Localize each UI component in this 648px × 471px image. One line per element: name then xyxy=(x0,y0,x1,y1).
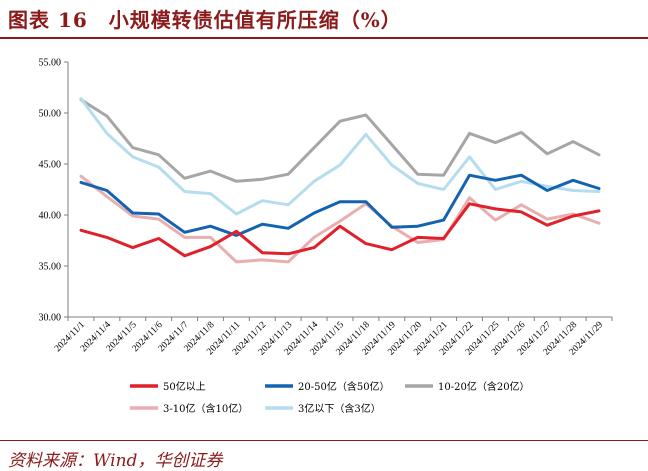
series-line-4 xyxy=(79,97,601,216)
figure-source: 资料来源：Wind，华创证券 xyxy=(8,451,223,471)
figure-title: 图表 16 小规模转债估值有所压缩（%） xyxy=(8,8,402,32)
y-tick-label: 35.00 xyxy=(39,262,62,273)
header-rule xyxy=(0,37,648,39)
legend-label: 50亿以上 xyxy=(163,380,206,393)
series-line-1 xyxy=(79,173,601,237)
legend-label: 3亿以下（含3亿） xyxy=(298,402,381,415)
series-line-0 xyxy=(79,202,601,258)
y-tick-label: 50.00 xyxy=(39,109,62,120)
legend-label: 20-50亿（含50亿） xyxy=(298,380,390,393)
y-tick-label: 45.00 xyxy=(39,160,62,171)
series-line-3 xyxy=(79,174,601,264)
y-tick-label: 40.00 xyxy=(39,211,62,222)
line-chart: 30.0035.0040.0045.0050.0055.002024/11/12… xyxy=(39,58,613,415)
series-line-2 xyxy=(79,98,601,183)
figure-header: 图表 16 小规模转债估值有所压缩（%） xyxy=(0,0,648,40)
y-tick-label: 55.00 xyxy=(39,58,62,69)
legend-label: 3-10亿（含10亿） xyxy=(163,402,248,415)
footer-rule xyxy=(0,440,648,441)
legend-label: 10-20亿（含20亿） xyxy=(438,380,530,393)
y-tick-label: 30.00 xyxy=(39,313,62,324)
